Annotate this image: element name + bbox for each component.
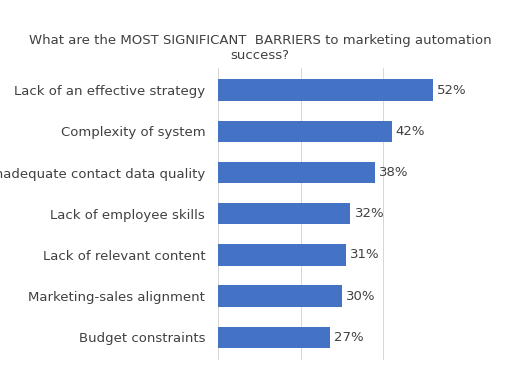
Bar xyxy=(218,327,330,348)
Text: 32%: 32% xyxy=(355,207,384,220)
Bar xyxy=(218,80,433,101)
Bar xyxy=(218,203,350,225)
Text: 30%: 30% xyxy=(346,290,376,303)
Text: What are the MOST SIGNIFICANT  BARRIERS to marketing automation
success?: What are the MOST SIGNIFICANT BARRIERS t… xyxy=(29,34,491,62)
Text: 27%: 27% xyxy=(334,331,363,344)
Bar xyxy=(218,244,346,266)
Text: 38%: 38% xyxy=(379,166,409,179)
Text: 42%: 42% xyxy=(396,125,425,138)
Text: 31%: 31% xyxy=(350,249,380,261)
Bar xyxy=(218,121,392,142)
Bar xyxy=(218,285,342,307)
Bar xyxy=(218,162,375,183)
Text: 52%: 52% xyxy=(437,84,466,97)
